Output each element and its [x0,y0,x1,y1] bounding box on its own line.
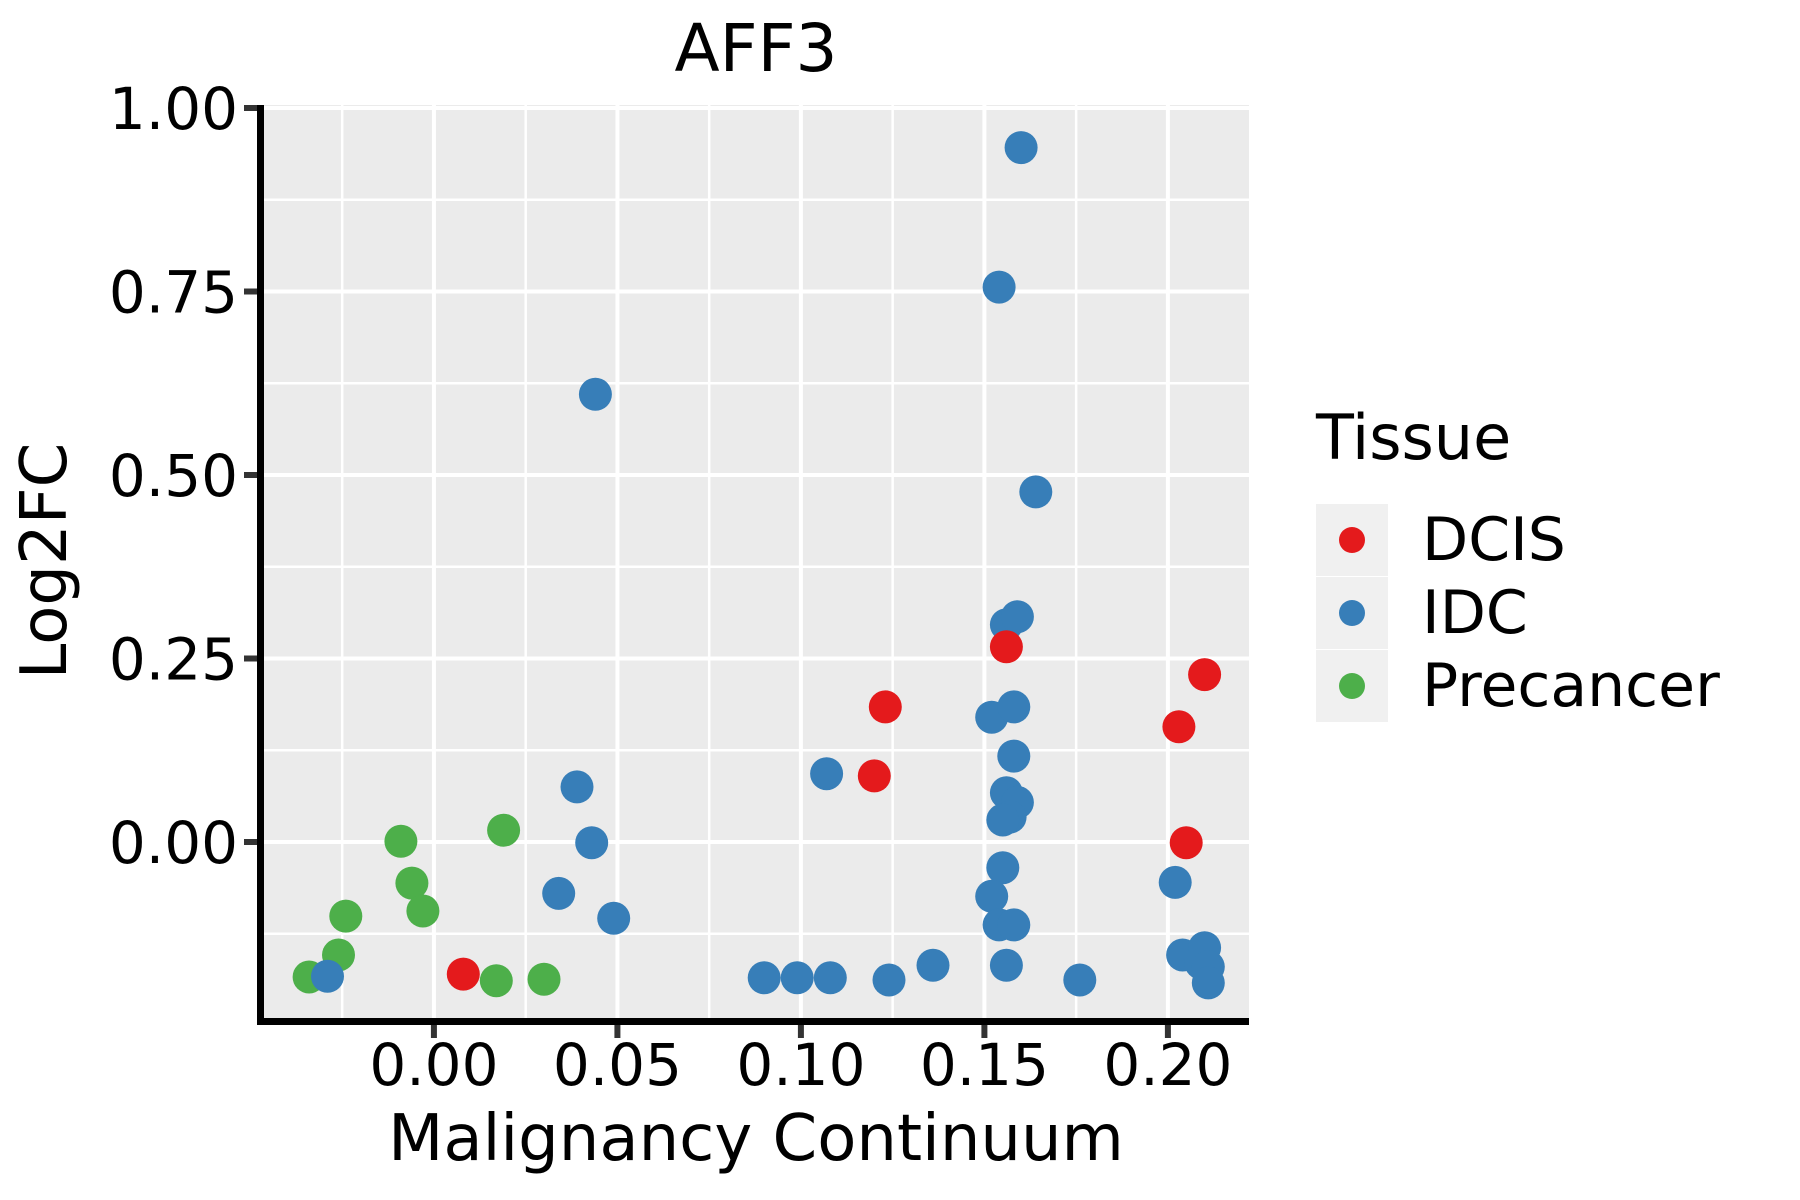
plot-panel [264,105,1249,1018]
data-point-dcis [1169,826,1203,860]
data-point-idc [1063,963,1097,997]
data-point-idc [997,739,1031,773]
data-point-idc [982,270,1016,304]
data-point-idc [747,961,781,995]
y-axis-title: Log2FC [8,443,82,680]
y-tick-label: 0.00 [109,809,238,877]
legend-label: Precancer [1422,650,1720,721]
data-point-precancer [384,824,418,858]
legend-label: IDC [1422,577,1528,648]
data-point-precancer [487,813,521,847]
data-point-idc [780,961,814,995]
legend-item-dcis: DCIS [1316,503,1720,576]
data-point-dcis [989,630,1023,664]
data-point-idc [997,690,1031,724]
data-point-idc [872,963,906,997]
data-point-dcis [868,690,902,724]
data-point-idc [597,901,631,935]
legend-key-box [1316,503,1388,576]
y-tick-label: 1.00 [109,75,238,143]
dcis-dot-icon [1339,526,1365,553]
data-point-precancer [406,894,440,928]
y-axis-spine [257,105,264,1025]
x-tick-label: 0.15 [920,1031,1049,1099]
x-tick-label: 0.00 [369,1031,498,1099]
data-point-idc [1004,131,1038,165]
data-point-idc [916,948,950,982]
axis-tick-labels: 0.00 0.05 0.10 0.15 0.20 0.00 0.25 0.50 0.75 1.00 [109,75,1233,1099]
data-point-dcis [1162,710,1196,744]
y-tick-label: 0.25 [109,625,238,693]
data-point-precancer [395,866,429,900]
data-point-idc [986,851,1020,885]
x-tick-label: 0.05 [553,1031,682,1099]
legend-label: DCIS [1422,504,1566,575]
data-point-precancer [329,899,363,933]
data-point-dcis [857,759,891,793]
data-point-idc [560,770,594,804]
axis-tick-marks [244,105,1171,1038]
data-point-idc [1191,966,1225,1000]
data-point-idc [1158,865,1192,899]
data-point-idc [578,377,612,411]
plot-title: AFF3 [674,10,837,87]
legend-rows: DCIS IDC Precancer [1316,503,1720,722]
data-points [292,131,1225,1000]
legend-title: Tissue [1316,401,1512,474]
data-point-idc [542,876,576,910]
x-axis-title: Malignancy Continuum [388,1102,1124,1176]
precancer-dot-icon [1339,672,1365,699]
data-point-dcis [1188,658,1222,692]
x-axis-spine [257,1018,1249,1025]
legend-item-idc: IDC [1316,576,1720,649]
legend-key-box [1316,576,1388,649]
y-tick-label: 0.50 [109,442,238,510]
data-point-idc [311,959,344,993]
major-gridlines [264,105,1249,1018]
data-point-idc [810,757,844,791]
x-tick-label: 0.10 [736,1031,865,1099]
axis-spines [257,105,1249,1025]
data-point-precancer [479,964,513,998]
x-tick-label: 0.20 [1103,1031,1232,1099]
data-point-idc [575,826,609,860]
data-point-idc [986,803,1020,837]
data-point-dcis [446,957,480,991]
data-point-precancer [527,962,561,996]
legend: Tissue DCIS IDC Precancer [1316,402,1720,722]
data-point-idc [1000,600,1034,634]
legend-item-precancer: Precancer [1316,649,1720,722]
data-point-idc [813,961,847,995]
minor-gridlines [264,105,1249,1018]
y-tick-label: 0.75 [109,259,238,327]
legend-key-box [1316,649,1388,722]
data-point-idc [997,908,1031,942]
data-point-idc [989,948,1023,982]
data-point-idc [975,879,1009,913]
idc-dot-icon [1339,599,1365,626]
data-point-idc [1019,475,1053,509]
